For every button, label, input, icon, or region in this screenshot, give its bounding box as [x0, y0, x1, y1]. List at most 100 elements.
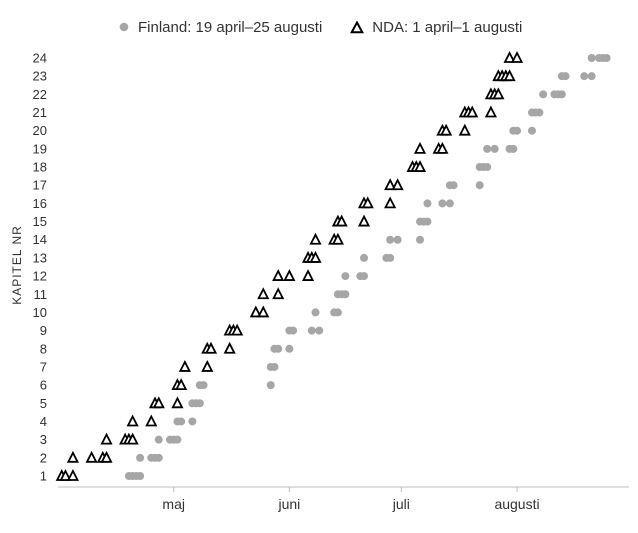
data-point-circle — [285, 344, 294, 353]
data-point-triangle — [384, 178, 397, 191]
data-point-circle — [449, 181, 458, 190]
data-point-circle — [270, 362, 279, 371]
data-point-triangle — [384, 196, 397, 209]
data-point-triangle — [272, 287, 285, 300]
y-tick-label: 19 — [33, 141, 47, 156]
data-point-circle — [513, 126, 522, 135]
series-nda — [55, 51, 524, 481]
data-point-circle — [195, 399, 204, 408]
y-tick-label: 7 — [40, 359, 47, 374]
data-point-triangle — [361, 196, 374, 209]
data-point-circle — [386, 253, 395, 262]
data-point-triangle — [171, 396, 184, 409]
y-tick-label: 16 — [33, 196, 47, 211]
data-point-circle — [416, 235, 425, 244]
y-tick-label: 14 — [33, 232, 47, 247]
y-tick-label: 21 — [33, 105, 47, 120]
data-point-circle — [587, 54, 596, 62]
data-point-circle — [602, 54, 611, 62]
y-tick-label: 6 — [40, 378, 47, 393]
data-point-circle — [274, 344, 283, 353]
x-tick-label: juli — [392, 496, 410, 512]
y-tick-label: 24 — [33, 51, 47, 66]
y-tick-label: 18 — [33, 160, 47, 175]
data-point-triangle — [201, 359, 214, 372]
data-point-triangle — [231, 323, 244, 336]
data-point-circle — [539, 90, 548, 99]
data-point-triangle — [257, 287, 270, 300]
x-tick-label: augusti — [494, 496, 539, 512]
data-point-triangle — [510, 51, 524, 63]
data-point-triangle — [59, 469, 72, 481]
data-point-circle — [527, 126, 536, 135]
data-point-circle — [266, 381, 275, 390]
legend-label-nda: NDA: 1 april–1 augusti — [372, 18, 523, 36]
data-point-triangle — [484, 105, 497, 118]
y-tick-label: 4 — [40, 414, 47, 429]
data-point-triangle — [309, 232, 322, 245]
data-point-triangle — [335, 214, 348, 227]
data-point-circle — [341, 290, 350, 299]
x-tick-label: juni — [277, 496, 300, 512]
data-point-triangle — [152, 396, 165, 409]
data-point-triangle — [249, 305, 262, 318]
data-point-triangle — [492, 87, 505, 100]
data-point-triangle — [145, 414, 158, 427]
data-point-circle — [154, 435, 163, 444]
data-point-circle — [188, 417, 197, 426]
legend-label-finland: Finland: 19 april–25 augusti — [138, 18, 323, 36]
data-point-triangle — [413, 160, 427, 172]
data-point-triangle — [178, 359, 191, 372]
y-tick-label: 22 — [33, 87, 47, 102]
y-tick-label: 1 — [40, 469, 47, 484]
data-point-triangle — [100, 450, 113, 463]
data-point-circle — [423, 199, 432, 208]
y-tick-label: 8 — [40, 341, 47, 356]
data-point-circle — [483, 144, 492, 153]
data-point-triangle — [436, 141, 449, 154]
data-point-triangle — [413, 141, 427, 154]
data-point-circle — [438, 199, 447, 208]
data-point-circle — [561, 72, 570, 81]
data-point-circle — [333, 308, 342, 317]
data-point-circle — [587, 72, 596, 81]
data-point-circle — [557, 90, 566, 99]
data-point-circle — [360, 272, 369, 281]
data-point-circle — [423, 217, 432, 226]
data-point-circle — [445, 199, 454, 208]
data-point-circle — [360, 253, 369, 262]
data-point-circle — [173, 435, 182, 444]
data-point-triangle — [272, 269, 285, 281]
y-tick-label: 2 — [40, 450, 47, 465]
y-tick-label: 20 — [33, 123, 47, 138]
data-point-circle — [311, 308, 320, 317]
y-tick-label: 17 — [33, 178, 47, 193]
data-point-triangle — [503, 51, 516, 63]
data-point-circle — [483, 163, 492, 172]
data-point-circle — [490, 144, 499, 153]
data-point-circle — [315, 326, 324, 335]
data-point-circle — [393, 235, 402, 244]
legend: Finland: 19 april–25 augusti NDA: 1 apri… — [118, 17, 550, 37]
data-point-triangle — [66, 450, 79, 463]
data-point-triangle — [440, 123, 453, 136]
data-point-triangle — [283, 269, 296, 281]
data-point-triangle — [126, 432, 139, 445]
data-point-circle — [199, 381, 208, 390]
data-point-triangle — [309, 250, 322, 263]
data-point-triangle — [85, 450, 98, 463]
y-tick-label: 3 — [40, 432, 47, 447]
data-point-triangle — [175, 378, 188, 391]
data-point-triangle — [331, 232, 344, 245]
data-point-triangle — [66, 469, 79, 481]
data-point-triangle — [503, 69, 516, 82]
data-point-triangle — [466, 105, 479, 118]
legend-circle-marker — [119, 22, 129, 32]
data-point-circle — [341, 272, 350, 281]
legend-item-nda: NDA: 1 april–1 augusti — [350, 19, 522, 36]
data-point-circle — [289, 326, 298, 335]
data-point-circle — [509, 144, 518, 153]
data-point-circle — [475, 181, 484, 190]
